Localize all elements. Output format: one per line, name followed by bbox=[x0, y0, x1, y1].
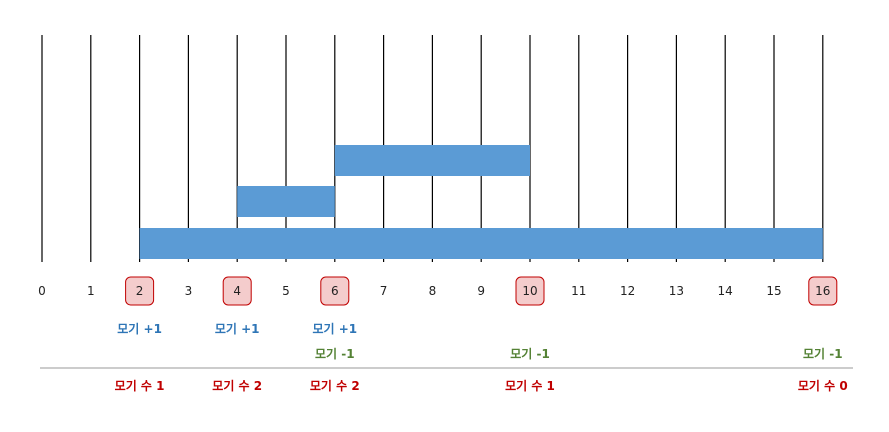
plus-label: 모기 +1 bbox=[312, 321, 357, 336]
tick-label: 9 bbox=[477, 284, 485, 298]
plus-annotations: 모기 +1 모기 +1 모기 +1 bbox=[117, 321, 357, 336]
minus-label: 모기 -1 bbox=[510, 346, 550, 361]
axis-tick-labels: 0 1 2 3 4 5 6 7 8 9 10 11 12 13 14 15 16 bbox=[38, 276, 838, 306]
counts-label: 모기 수 2 bbox=[310, 378, 360, 393]
tick-label: 1 bbox=[87, 284, 95, 298]
interval-bar bbox=[334, 145, 530, 176]
tick-label: 14 bbox=[718, 284, 733, 298]
plus-label: 모기 +1 bbox=[215, 321, 260, 336]
interval-bar bbox=[139, 228, 823, 259]
tick-label: 13 bbox=[669, 284, 684, 298]
tick-label: 0 bbox=[38, 284, 46, 298]
tick-highlight bbox=[222, 276, 252, 306]
tick-label: 15 bbox=[766, 284, 781, 298]
tick-label: 6 bbox=[331, 284, 339, 298]
tick-label: 16 bbox=[815, 284, 830, 298]
counts-label: 모기 수 1 bbox=[115, 378, 165, 393]
tick-highlight bbox=[320, 276, 350, 306]
counts-label: 모기 수 1 bbox=[505, 378, 555, 393]
tick-label: 8 bbox=[429, 284, 437, 298]
minus-label: 모기 -1 bbox=[803, 346, 843, 361]
tick-highlight bbox=[515, 276, 545, 306]
tick-highlight bbox=[125, 276, 155, 306]
tick-label: 12 bbox=[620, 284, 635, 298]
tick-label: 4 bbox=[233, 284, 241, 298]
tick-label: 11 bbox=[571, 284, 586, 298]
tick-label: 2 bbox=[136, 284, 144, 298]
plus-label: 모기 +1 bbox=[117, 321, 162, 336]
tick-highlight bbox=[808, 276, 838, 306]
interval-bars bbox=[139, 145, 823, 259]
tick-label: 5 bbox=[282, 284, 290, 298]
interval-bar bbox=[237, 186, 335, 217]
grid-lines bbox=[41, 35, 824, 262]
count-annotations: 모기 수 1 모기 수 2 모기 수 2 모기 수 1 모기 수 0 bbox=[115, 378, 848, 393]
minus-annotations: 모기 -1 모기 -1 모기 -1 bbox=[315, 346, 843, 361]
minus-label: 모기 -1 bbox=[315, 346, 355, 361]
counts-label: 모기 수 0 bbox=[798, 378, 848, 393]
tick-label: 7 bbox=[380, 284, 388, 298]
counts-label: 모기 수 2 bbox=[212, 378, 262, 393]
tick-label: 10 bbox=[522, 284, 537, 298]
tick-label: 3 bbox=[185, 284, 193, 298]
